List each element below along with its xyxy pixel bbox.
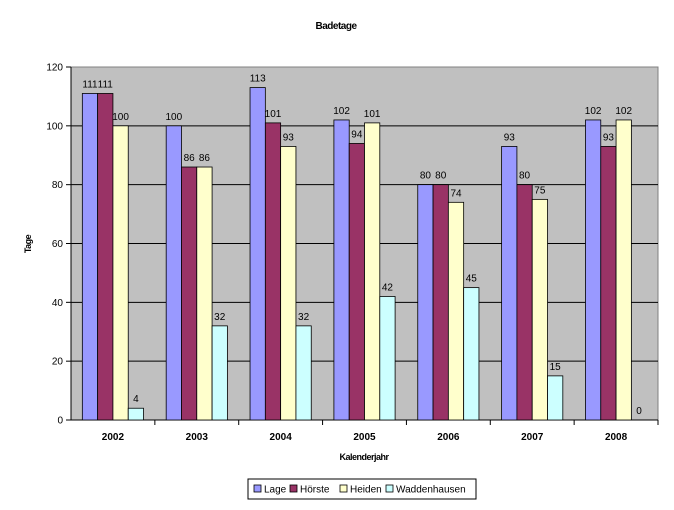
bar-lage-2004 — [249, 87, 266, 421]
y-tick-label: 80 — [52, 180, 64, 191]
data-label: 111 — [98, 79, 114, 90]
legend-label: Heiden — [350, 485, 382, 496]
x-tick-label: 2002 — [102, 432, 125, 443]
data-label: 100 — [165, 112, 182, 123]
x-tick-label: 2004 — [270, 432, 293, 443]
bar-heiden-2005 — [364, 122, 381, 421]
data-label: 86 — [184, 153, 196, 164]
bar-lage-2007 — [501, 146, 518, 421]
legend-label: Hörste — [300, 485, 330, 496]
bar-heiden-2007 — [531, 198, 548, 421]
bar-waddenhausen-2002 — [127, 407, 144, 421]
bar-heiden-2003 — [196, 166, 213, 421]
bar-lage-2005 — [333, 119, 350, 421]
bar-hörste-2006 — [432, 184, 449, 421]
data-label: 0 — [636, 406, 642, 417]
data-label: 4 — [133, 394, 139, 405]
y-tick-label: 20 — [52, 357, 64, 368]
data-label: 86 — [199, 153, 211, 164]
x-tick-label: 2007 — [521, 432, 544, 443]
bar-lage-2008 — [585, 119, 602, 421]
bar-heiden-2004 — [280, 146, 297, 421]
x-tick-label: 2005 — [353, 432, 376, 443]
data-label: 75 — [534, 185, 546, 196]
y-tick-label: 100 — [46, 121, 63, 132]
data-label: 93 — [603, 132, 615, 143]
bar-hörste-2008 — [600, 146, 617, 421]
data-label: 15 — [550, 362, 562, 373]
bar-hörste-2004 — [264, 122, 282, 421]
y-tick-label: 60 — [52, 239, 64, 250]
chart-title: Badetage — [315, 21, 357, 32]
x-tick-label: 2003 — [186, 432, 209, 443]
data-label: 101 — [265, 109, 282, 120]
data-label: 32 — [298, 312, 310, 323]
data-label: 94 — [351, 129, 363, 140]
bar-waddenhausen-2007 — [547, 375, 564, 421]
bar-hörste-2003 — [181, 166, 198, 421]
data-label: 93 — [504, 132, 516, 143]
y-tick-label: 0 — [57, 416, 63, 427]
bar-waddenhausen-2004 — [295, 325, 312, 421]
legend-swatch-heiden — [339, 484, 348, 493]
data-label: 93 — [283, 132, 295, 143]
data-label: 113 — [250, 74, 266, 85]
y-axis-title: Tage — [23, 234, 33, 253]
legend-swatch-waddenhausen — [385, 484, 394, 493]
bar-hörste-2002 — [97, 93, 114, 421]
bar-waddenhausen-2006 — [463, 287, 480, 421]
data-label: 74 — [450, 188, 462, 199]
legend-label: Waddenhausen — [396, 485, 466, 496]
data-label: 100 — [112, 112, 129, 123]
bar-lage-2006 — [417, 184, 434, 421]
data-label: 102 — [333, 106, 350, 117]
bar-heiden-2006 — [447, 201, 465, 421]
x-tick-label: 2006 — [437, 432, 460, 443]
y-tick-label: 40 — [52, 298, 64, 309]
x-tick-label: 2008 — [605, 432, 628, 443]
bar-hörste-2007 — [516, 184, 533, 421]
legend-swatch-hörste — [289, 484, 298, 493]
legend-label: Lage — [264, 485, 287, 496]
bar-heiden-2002 — [112, 125, 129, 421]
data-label: 45 — [466, 274, 478, 285]
bar-lage-2003 — [165, 125, 182, 421]
legend: Lage Hörste Heiden Waddenhausen — [247, 478, 477, 500]
y-tick-label: 120 — [46, 63, 63, 74]
bar-lage-2002 — [81, 93, 99, 421]
bar-waddenhausen-2005 — [379, 296, 396, 421]
data-label: 80 — [435, 171, 447, 182]
data-label: 42 — [382, 282, 394, 293]
data-label: 102 — [615, 106, 632, 117]
data-label: 102 — [585, 106, 602, 117]
data-label: 32 — [214, 312, 226, 323]
x-axis-title: Kalenderjahr — [339, 452, 389, 462]
bar-hörste-2005 — [348, 143, 365, 421]
data-label: 111 — [82, 79, 98, 90]
data-label: 80 — [519, 171, 531, 182]
plot-area: 0 20 40 60 80 100 120 2002 111 111 100 4 2003 100 86 86… — [46, 63, 659, 443]
legend-box — [247, 478, 477, 500]
bar-waddenhausen-2003 — [211, 325, 228, 421]
bar-heiden-2008 — [615, 119, 632, 421]
legend-swatch-lage — [253, 484, 262, 493]
data-label: 101 — [364, 109, 381, 120]
data-label: 80 — [420, 171, 432, 182]
